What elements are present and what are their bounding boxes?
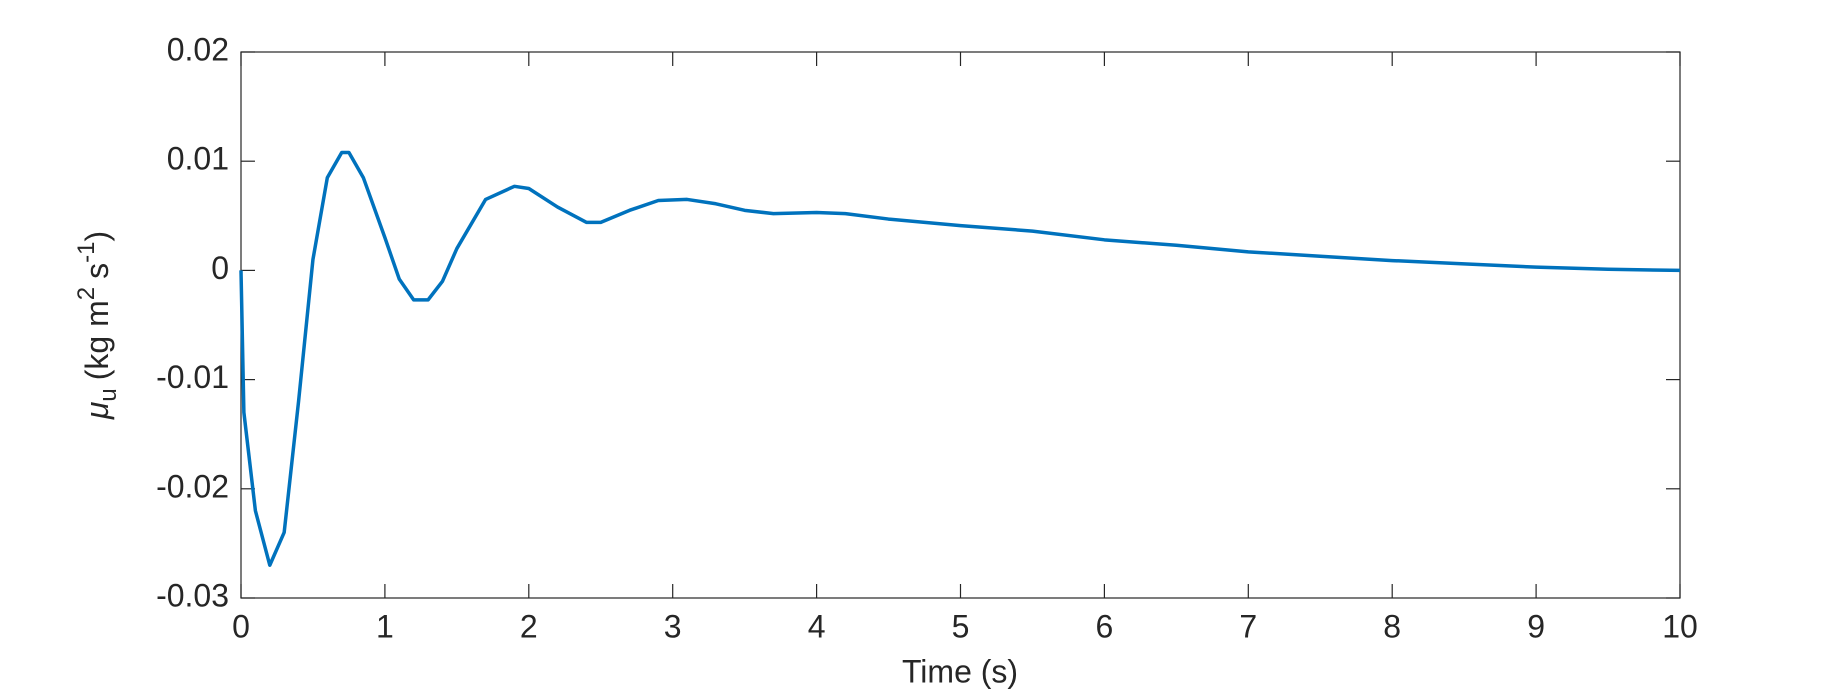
y-tick-label: -0.03 <box>156 577 229 613</box>
x-tick-label: 4 <box>808 608 826 644</box>
y-label-symbol: μ <box>79 401 115 420</box>
x-tick-label: 10 <box>1662 608 1698 644</box>
y-tick-label: -0.01 <box>156 359 229 395</box>
y-label-text: ) <box>79 231 115 242</box>
x-tick-label: 0 <box>232 608 250 644</box>
x-tick-label: 2 <box>520 608 538 644</box>
y-tick-label: 0 <box>211 250 229 286</box>
y-label-text: s <box>79 263 115 279</box>
x-tick-label: 8 <box>1383 608 1401 644</box>
y-tick-label: -0.02 <box>156 468 229 504</box>
plot-frame <box>240 51 1681 599</box>
x-tick-label: 3 <box>664 608 682 644</box>
x-tick-label: 9 <box>1527 608 1545 644</box>
y-tick-label: 0.02 <box>167 31 229 67</box>
y-label-sup: 2 <box>73 287 100 300</box>
y-tick-label: 0.01 <box>167 141 229 177</box>
x-tick-label: 7 <box>1239 608 1257 644</box>
y-label-sup: -1 <box>73 242 100 263</box>
data-line <box>239 150 1681 567</box>
x-axis-label: Time (s) <box>902 653 1018 689</box>
y-label-text: (kg m <box>79 300 115 380</box>
x-tick-label: 1 <box>376 608 394 644</box>
y-label-sub: u <box>95 388 122 401</box>
x-tick-label: 6 <box>1096 608 1114 644</box>
x-tick-label: 5 <box>952 608 970 644</box>
y-axis-label: μu (kg m2 s-1) <box>73 231 122 420</box>
